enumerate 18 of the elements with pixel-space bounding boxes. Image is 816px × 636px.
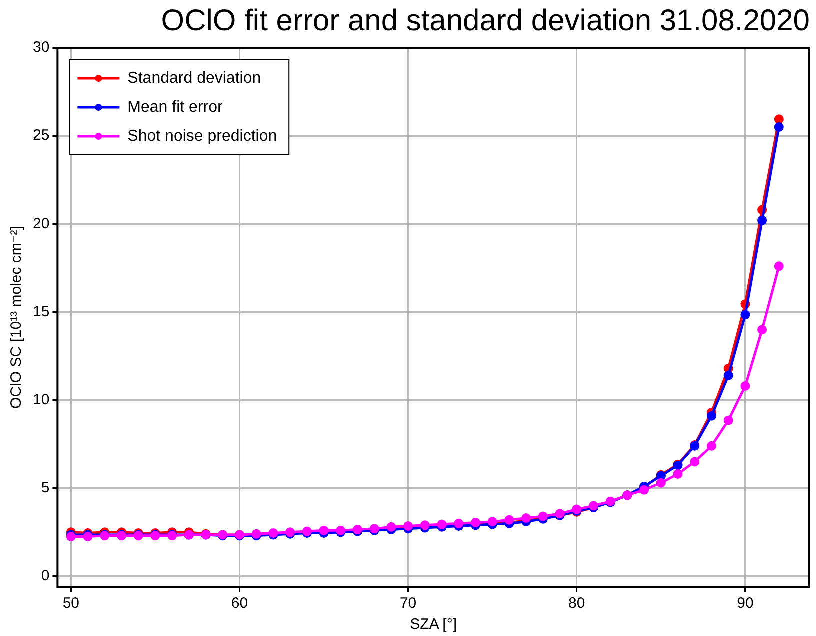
y-tick-label: 10 [32, 391, 50, 408]
x-tick-label: 90 [737, 595, 754, 612]
x-tick-label: 70 [400, 595, 417, 612]
x-axis-title: SZA [°] [410, 616, 458, 634]
legend-label: Standard deviation [128, 70, 262, 87]
chart-title: OClO fit error and standard deviation 31.08.2020 [161, 4, 810, 38]
y-tick-label: 25 [32, 127, 50, 144]
x-tick-label: 60 [231, 595, 248, 612]
y-tick-label: 0 [41, 568, 50, 585]
y-tick-label: 15 [32, 303, 50, 320]
y-axis-title: OClO SC [10¹³ molec cm⁻²] [8, 226, 26, 409]
x-tick-label: 80 [568, 595, 586, 612]
y-tick-label: 20 [32, 215, 50, 232]
y-tick-label: 5 [41, 480, 50, 496]
y-tick-label: 30 [32, 39, 50, 56]
legend-label: Mean fit error [128, 98, 224, 116]
x-tick-label: 50 [62, 595, 80, 612]
legend-label: Shot noise prediction [128, 128, 278, 145]
